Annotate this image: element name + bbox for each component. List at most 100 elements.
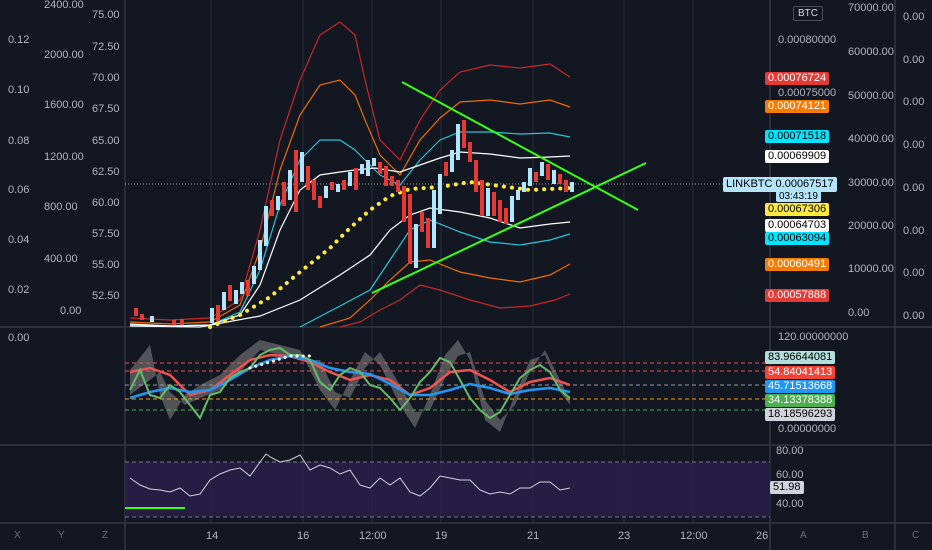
price-tag: 0.00071518 [765,130,830,143]
axis-x-icon[interactable]: X [14,530,21,541]
time-axis-label: 16 [297,530,310,542]
candles [134,120,574,325]
rsi-axis-lower: 40.00 [776,498,804,510]
third-axis-label: 57.50 [92,228,120,240]
upper-orange-band [129,79,571,325]
descending-trendline [401,81,639,211]
third-axis-label: 65.00 [92,135,120,147]
far-left-axis-label: 0.10 [8,84,30,96]
rsi-line [129,453,571,497]
far-right-axis-label: 0.00 [903,310,925,322]
far-left-axis-label: 0.00 [8,332,30,344]
far-right-axis-label: 0.00 [903,96,925,108]
time-axis-label: 19 [435,530,448,542]
third-axis-label: 62.50 [92,166,120,178]
price-axis-label: 0.00080000 [778,34,837,46]
price-tag: 0.00063094 [765,232,830,245]
volume-axis-label: 30000.00 [848,177,894,189]
osc-axis-bottom: 0.00000000 [778,423,837,435]
volume-axis-label: 10000.00 [848,263,894,275]
time-axis-label: 12:00 [680,530,708,542]
axis-y-icon[interactable]: Y [58,530,65,541]
symbol-price: 0.00067517 [775,178,834,190]
second-axis-label: 2400.00 [44,0,84,11]
rsi-axis-upper: 80.00 [776,445,804,457]
second-axis-label: 400.00 [44,253,78,265]
ma-dots-line [208,179,572,329]
indicator-chip [125,507,185,509]
time-axis-label: 23 [618,530,631,542]
rsi-axis-mid: 60.00 [776,469,804,481]
volume-axis-label: 40000.00 [848,133,894,145]
symbol-name: LINKBTC [726,178,773,190]
time-axis-label: 21 [527,530,540,542]
osc-white-dots [248,354,312,370]
far-left-axis-label: 0.04 [8,234,30,246]
far-left-axis-label: 0.02 [8,284,30,296]
osc-value-tag: 45.71513668 [765,380,836,393]
price-tag: 0.00060491 [765,258,830,271]
third-axis-label: 55.00 [92,259,120,271]
upper-cyan-band [129,131,571,327]
rsi-pane [125,453,770,518]
volume-axis-label: 20000.00 [848,220,894,232]
time-axis-label: 12:00 [359,530,387,542]
far-left-axis-label: 0.08 [8,135,30,147]
osc-green-line [129,346,571,420]
candle-countdown: 03:43:19 [776,191,821,202]
volume-axis-label: 50000.00 [848,90,894,102]
second-axis-label: 2000.00 [44,49,84,61]
axis-b-icon[interactable]: B [862,530,869,541]
osc-value-tag: 83.96644081 [765,351,836,364]
far-right-axis-label: 0.00 [903,267,925,279]
grid-lines [210,0,694,523]
axis-z-icon[interactable]: Z [102,530,109,541]
price-tag: 0.00064703 [765,219,830,232]
ascending-trendline [371,162,647,294]
axis-c-icon[interactable]: C [912,530,920,541]
second-axis-label: 0.00 [60,305,82,317]
osc-blue-line [129,354,571,400]
far-left-axis-label: 0.06 [8,184,30,196]
volume-axis-label: 70000.00 [848,2,894,14]
time-axis-label: 14 [206,530,219,542]
osc-value-tag: 54.84041413 [765,366,836,379]
symbol-price-tag[interactable]: LINKBTC 0.00067517 [723,177,837,192]
volume-axis-label: 60000.00 [848,46,894,58]
osc-axis-top: 120.00000000 [778,331,849,343]
far-left-axis-label: 0.12 [8,34,30,46]
oscillator-pane [125,340,770,432]
time-axis-label: 26 [756,530,769,542]
second-axis-label: 1600.00 [44,99,84,111]
price-tag: 0.00074121 [765,100,830,113]
third-axis-label: 67.50 [92,103,120,115]
far-right-axis-label: 0.00 [903,225,925,237]
osc-value-tag: 18.18596293 [765,408,836,421]
second-axis-label: 1200.00 [44,151,84,163]
price-axis-label: 0.00075000 [778,87,837,99]
third-axis-label: 70.00 [92,72,120,84]
far-right-axis-label: 0.00 [903,139,925,151]
axis-a-icon[interactable]: A [800,530,807,541]
lower-white-band [129,207,571,328]
lower-red-band [339,284,571,328]
volume-axis-label: 0.00 [848,307,870,319]
third-axis-label: 52.50 [92,290,120,302]
currency-badge[interactable]: BTC [793,6,823,21]
third-axis-label: 72.50 [92,41,120,53]
price-tag: 0.00057888 [765,289,830,302]
price-tag: 0.00069909 [765,150,830,163]
far-right-axis-label: 0.00 [903,54,925,66]
far-right-axis-label: 0.00 [903,182,925,194]
price-tag: 0.00067306 [765,203,830,216]
third-axis-label: 60.00 [92,197,120,209]
far-right-axis-label: 0.00 [903,11,925,23]
osc-value-tag: 34.13378388 [765,394,836,407]
third-axis-label: 75.00 [92,9,120,21]
rsi-current-tag: 51.98 [770,481,804,494]
trendlines[interactable] [371,81,647,294]
second-axis-label: 800.00 [44,201,78,213]
price-tag: 0.00076724 [765,72,830,85]
